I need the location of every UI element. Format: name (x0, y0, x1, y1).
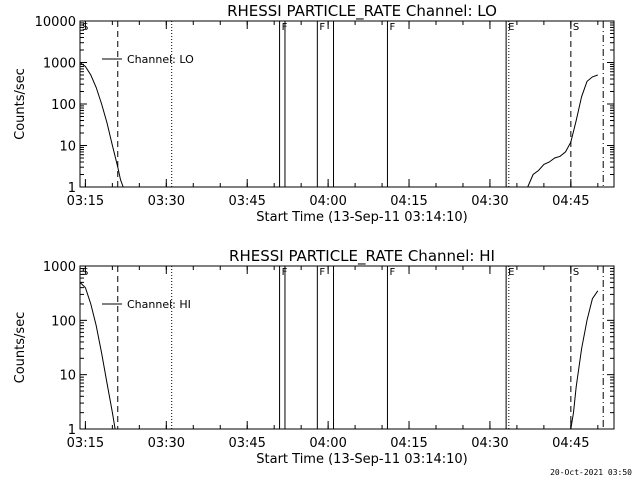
x-tick-label: 03:15 (67, 194, 104, 209)
x-tick-label: 04:30 (471, 436, 508, 451)
event-marker-label: S (573, 22, 579, 33)
y-tick-label: 1000 (43, 57, 76, 72)
event-marker-label: S (573, 267, 579, 278)
y-axis-label: Counts/sec (13, 68, 28, 140)
chart-panel-2: RHESSI PARTICLE_RATE Channel: HI Start Ti… (13, 247, 615, 467)
x-axis-label: Start Time (13-Sep-11 03:14:10) (256, 210, 467, 225)
legend-entry: Channel: HI (127, 298, 191, 311)
event-marker-label: S (82, 267, 88, 278)
event-marker-label: F (389, 22, 395, 33)
plot-frame (79, 265, 615, 430)
y-tick-label: 1000 (43, 260, 76, 275)
x-tick-label: 04:45 (552, 436, 589, 451)
legend-entry: Channel: LO (127, 53, 194, 66)
y-tick-label: 100 (51, 314, 76, 329)
x-tick-label: 03:30 (148, 436, 185, 451)
plot-frame (79, 20, 615, 188)
x-tick-label: 04:30 (471, 194, 508, 209)
x-tick-label: 04:45 (552, 194, 589, 209)
series-line (79, 62, 124, 188)
chart-panel-1: RHESSI PARTICLE_RATE Channel: LO Start Ti… (13, 2, 615, 225)
x-tick-label: 04:00 (309, 436, 346, 451)
x-tick-label: 04:00 (309, 194, 346, 209)
y-tick-label: 10 (59, 369, 76, 384)
series-line (79, 282, 116, 430)
y-tick-label: 1 (68, 423, 76, 438)
x-tick-label: 03:45 (228, 194, 265, 209)
y-tick-label: 10000 (35, 15, 76, 30)
series-line (570, 290, 599, 430)
x-tick-label: 03:45 (228, 436, 265, 451)
x-tick-label: 04:15 (390, 194, 427, 209)
event-marker-label: F (319, 22, 325, 33)
x-tick-label: 04:15 (390, 436, 427, 451)
y-tick-label: 100 (51, 98, 76, 113)
y-axis-label: Counts/sec (13, 312, 28, 384)
x-tick-label: 03:30 (148, 194, 185, 209)
x-axis-label: Start Time (13-Sep-11 03:14:10) (256, 452, 467, 467)
y-tick-label: 10 (59, 140, 76, 155)
chart-title: RHESSI PARTICLE_RATE Channel: HI (229, 247, 495, 266)
y-tick-label: 1 (68, 181, 76, 196)
chart-title: RHESSI PARTICLE_RATE Channel: LO (227, 2, 497, 21)
event-marker-label: E (508, 267, 514, 278)
x-tick-label: 03:15 (67, 436, 104, 451)
event-marker-label: E (508, 22, 514, 33)
event-marker-label: S (82, 22, 88, 33)
footer-timestamp: 20-Oct-2021 03:50 (550, 468, 632, 477)
event-marker-label: F (319, 267, 325, 278)
event-marker-label: F (389, 267, 395, 278)
series-line (527, 74, 598, 188)
